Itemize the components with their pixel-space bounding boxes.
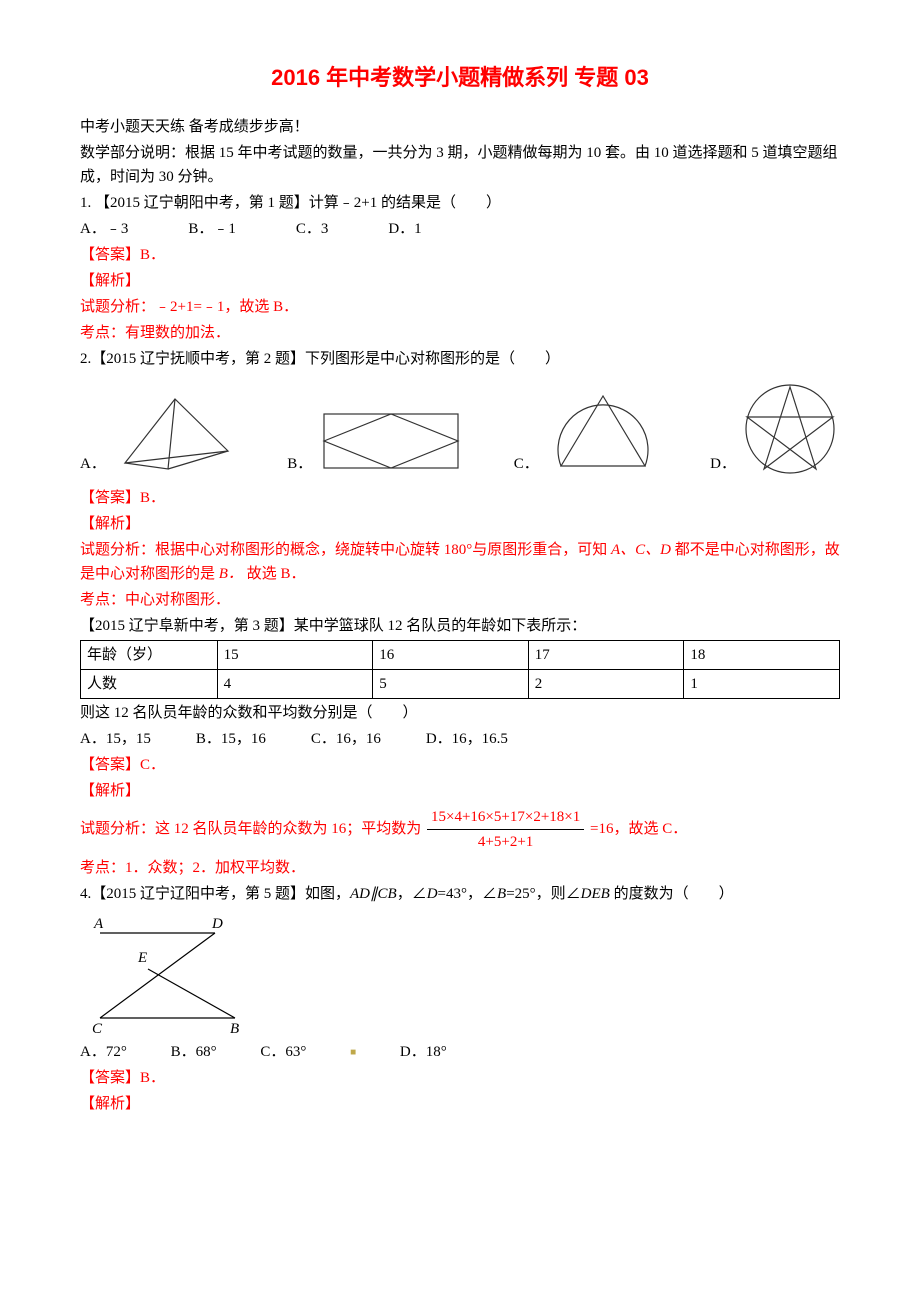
fraction-numerator: 15×4+16×5+17×2+18×1 — [427, 805, 584, 830]
q3-jiexi-label: 【解析】 — [80, 779, 840, 803]
table-row: 年龄（岁） 15 16 17 18 — [81, 641, 840, 670]
q4-figure: A D E C B — [80, 908, 265, 1038]
cell: 17 — [528, 641, 684, 670]
q4-label-e: E — [137, 950, 147, 966]
cell: 年龄（岁） — [81, 641, 218, 670]
q2-analysis: 试题分析：根据中心对称图形的概念，绕旋转中心旋转 180°与原图形重合，可知 A… — [80, 538, 840, 586]
q4-stem-d: D — [427, 886, 438, 902]
q1-analysis: 试题分析：﹣2+1=﹣1，故选 B． — [80, 295, 840, 319]
q2-stem: 2.【2015 辽宁抚顺中考，第 2 题】下列图形是中心对称图形的是（ ） — [80, 347, 840, 371]
intro-line-2: 数学部分说明：根据 15 年中考试题的数量，一共分为 3 期，小题精做每期为 1… — [80, 141, 840, 189]
q4-stem-adcb: AD∥CB — [350, 886, 397, 902]
q4-opt-d: D．18° — [400, 1040, 447, 1064]
q2-option-a: A． — [80, 391, 240, 476]
cell: 1 — [684, 670, 840, 699]
q4-options: A．72° B．68° C．63° ■ D．18° — [80, 1040, 840, 1064]
q3-analysis: 试题分析：这 12 名队员年龄的众数为 16；平均数为 15×4+16×5+17… — [80, 805, 840, 854]
q3-options: A．15，15 B．15，16 C．16，16 D．16，16.5 — [80, 727, 840, 751]
q3-answer: 【答案】C． — [80, 753, 840, 777]
cell: 4 — [217, 670, 373, 699]
q2-options-row: A． B． C． D． — [80, 381, 840, 476]
q2-jiexi-label: 【解析】 — [80, 512, 840, 536]
cell: 2 — [528, 670, 684, 699]
q4-stem-deb: DEB — [581, 886, 610, 902]
intro-line-1: 中考小题天天练 备考成绩步步高！ — [80, 115, 840, 139]
cell: 16 — [373, 641, 529, 670]
fraction-denominator: 4+5+2+1 — [427, 830, 584, 854]
q3-stem2: 则这 12 名队员年龄的众数和平均数分别是（ ） — [80, 701, 840, 725]
q2-shape-d-icon — [740, 381, 840, 476]
q2-analysis-acd: A、C、D — [611, 542, 671, 558]
q2-option-c: C． — [514, 386, 663, 476]
q4-label-c: C — [92, 1021, 103, 1037]
q2-option-d: D． — [710, 381, 840, 476]
fraction: 15×4+16×5+17×2+18×1 4+5+2+1 — [427, 805, 584, 854]
q2-label-c: C． — [514, 452, 539, 476]
q3-kaodian: 考点：1．众数；2．加权平均数． — [80, 856, 840, 880]
dot-icon: ■ — [350, 1045, 356, 1061]
q4-answer: 【答案】B． — [80, 1066, 840, 1090]
q3-analysis-post: =16，故选 C． — [590, 821, 687, 837]
cell: 15 — [217, 641, 373, 670]
q2-label-d: D． — [710, 452, 736, 476]
cell: 5 — [373, 670, 529, 699]
q4-stem-mid2: =43°，∠ — [438, 886, 497, 902]
q4-stem-b: B — [497, 886, 506, 902]
q2-analysis-end: 故选 B． — [243, 566, 306, 582]
q3-analysis-pre: 试题分析：这 12 名队员年龄的众数为 16；平均数为 — [80, 821, 421, 837]
q1-jiexi-label: 【解析】 — [80, 269, 840, 293]
q1-stem: 1. 【2015 辽宁朝阳中考，第 1 题】计算﹣2+1 的结果是（ ） — [80, 191, 840, 215]
q3-stem: 【2015 辽宁阜新中考，第 3 题】某中学篮球队 12 名队员的年龄如下表所示… — [80, 614, 840, 638]
q4-label-d: D — [211, 916, 223, 932]
q4-opt-b: B．68° — [171, 1040, 217, 1064]
page-title: 2016 年中考数学小题精做系列 专题 03 — [80, 60, 840, 95]
cell: 18 — [684, 641, 840, 670]
q2-analysis-b: B． — [219, 566, 243, 582]
q2-shape-c-icon — [543, 386, 663, 476]
q1-kaodian: 考点：有理数的加法． — [80, 321, 840, 345]
q4-opt-c: C．63° — [260, 1040, 306, 1064]
q2-answer: 【答案】B． — [80, 486, 840, 510]
q1-options: A．﹣3 B．﹣1 C．3 D．1 — [80, 217, 840, 241]
q2-label-a: A． — [80, 452, 106, 476]
q4-stem: 4.【2015 辽宁辽阳中考，第 5 题】如图，AD∥CB，∠D=43°，∠B=… — [80, 882, 840, 906]
q4-label-a: A — [93, 916, 104, 932]
q3-table: 年龄（岁） 15 16 17 18 人数 4 5 2 1 — [80, 640, 840, 699]
cell: 人数 — [81, 670, 218, 699]
q2-option-b: B． — [287, 406, 466, 476]
q4-stem-mid1: ，∠ — [397, 886, 427, 902]
q4-stem-pre: 4.【2015 辽宁辽阳中考，第 5 题】如图， — [80, 886, 350, 902]
q1-answer: 【答案】B． — [80, 243, 840, 267]
q4-opt-a: A．72° — [80, 1040, 127, 1064]
q4-stem-mid3: =25°，则∠ — [506, 886, 580, 902]
q4-jiexi-label: 【解析】 — [80, 1092, 840, 1116]
q2-analysis-pre: 试题分析：根据中心对称图形的概念，绕旋转中心旋转 180°与原图形重合，可知 — [80, 542, 611, 558]
q2-kaodian: 考点：中心对称图形． — [80, 588, 840, 612]
q2-shape-a-icon — [110, 391, 240, 476]
q2-label-b: B． — [287, 452, 312, 476]
q4-label-b: B — [230, 1021, 239, 1037]
q2-shape-b-icon — [316, 406, 466, 476]
q4-stem-end: 的度数为（ ） — [610, 886, 734, 902]
table-row: 人数 4 5 2 1 — [81, 670, 840, 699]
